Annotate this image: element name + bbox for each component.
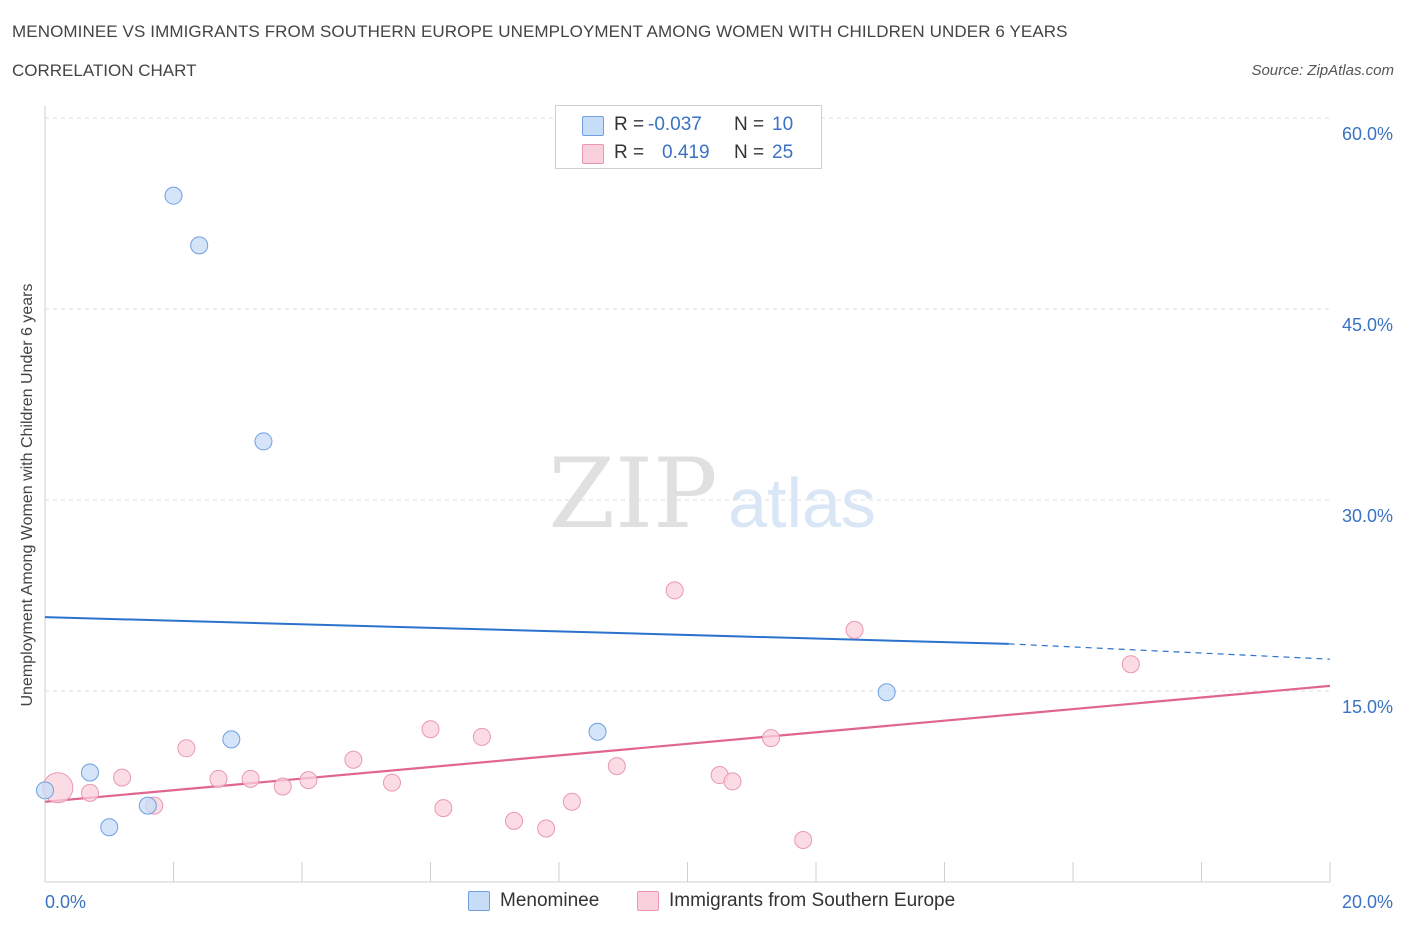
y-tick-label: 60.0% <box>1342 124 1393 144</box>
n-label: N = <box>734 114 765 135</box>
menominee-point <box>254 432 273 451</box>
chart-title: MENOMINEE VS IMMIGRANTS FROM SOUTHERN EU… <box>12 22 1068 41</box>
source-note: Source: ZipAtlas.com <box>1251 62 1394 79</box>
y-axis-label: Unemployment Among Women with Children U… <box>19 283 36 707</box>
r-value: 0.419 <box>662 142 710 163</box>
menominee-point <box>36 781 54 800</box>
r-label: R = <box>614 142 645 163</box>
southern-europe-point <box>762 729 781 748</box>
southern-europe-point <box>537 819 556 838</box>
southern-europe-point <box>299 771 318 790</box>
menominee-point <box>80 763 99 782</box>
menominee-trend-extension <box>1008 643 1331 660</box>
southern-europe-point <box>113 768 132 787</box>
southern-europe-point <box>344 750 363 769</box>
y-tick-label: 15.0% <box>1342 697 1393 717</box>
x-tick-label: 20.0% <box>1342 892 1393 912</box>
watermark-atlas: atlas <box>728 464 876 542</box>
data-points <box>36 186 1140 849</box>
watermark: ZIP atlas <box>548 438 876 550</box>
southern-europe-trend-line <box>44 684 1331 803</box>
southern-europe-swatch <box>582 144 604 164</box>
southern-europe-point <box>723 772 742 791</box>
southern-europe-point <box>1121 655 1140 674</box>
menominee-swatch <box>468 891 490 911</box>
r-label: R = <box>614 114 645 135</box>
southern-europe-point <box>241 769 260 788</box>
menominee-trend-line <box>44 616 1009 645</box>
n-value: 10 <box>772 114 794 135</box>
southern-europe-point <box>845 620 864 639</box>
n-label: N = <box>734 142 765 163</box>
southern-europe-point <box>472 727 491 746</box>
southern-europe-point <box>421 720 440 739</box>
southern-europe-point <box>209 769 228 788</box>
southern-europe-point <box>177 739 196 758</box>
stats-legend: R = -0.037 N = 10 R = 0.419 N = 25 <box>555 105 822 169</box>
y-tick-label: 30.0% <box>1342 506 1393 526</box>
menominee-point <box>222 730 241 749</box>
menominee-point <box>190 236 209 255</box>
y-tick-label: 45.0% <box>1342 315 1393 335</box>
x-tick-label: 0.0% <box>45 892 86 912</box>
menominee-point <box>877 683 896 702</box>
chart-subtitle: CORRELATION CHART <box>12 61 197 80</box>
menominee-point <box>100 818 119 837</box>
menominee-swatch <box>582 116 604 136</box>
legend-label: Immigrants from Southern Europe <box>669 890 956 911</box>
gridlines <box>45 117 1330 692</box>
southern-europe-point <box>382 773 401 792</box>
menominee-point <box>588 722 607 741</box>
southern-europe-point <box>80 783 99 802</box>
southern-europe-point <box>562 792 581 811</box>
legend-label: Menominee <box>500 890 600 911</box>
trend-lines <box>44 616 1331 803</box>
tick-labels: 15.0% 30.0% 45.0% 60.0% 0.0% 20.0% <box>45 124 1393 912</box>
southern-europe-swatch <box>637 891 659 911</box>
southern-europe-point <box>505 811 524 830</box>
axes <box>44 106 1331 883</box>
southern-europe-point <box>273 777 292 796</box>
n-value: 25 <box>772 142 794 163</box>
southern-europe-point <box>794 830 813 849</box>
r-value: -0.037 <box>648 114 702 135</box>
menominee-point <box>164 186 183 205</box>
southern-europe-point <box>665 581 684 600</box>
southern-europe-point <box>434 799 453 818</box>
watermark-zip: ZIP <box>548 438 717 550</box>
menominee-point <box>138 796 157 815</box>
southern-europe-point <box>607 757 626 776</box>
